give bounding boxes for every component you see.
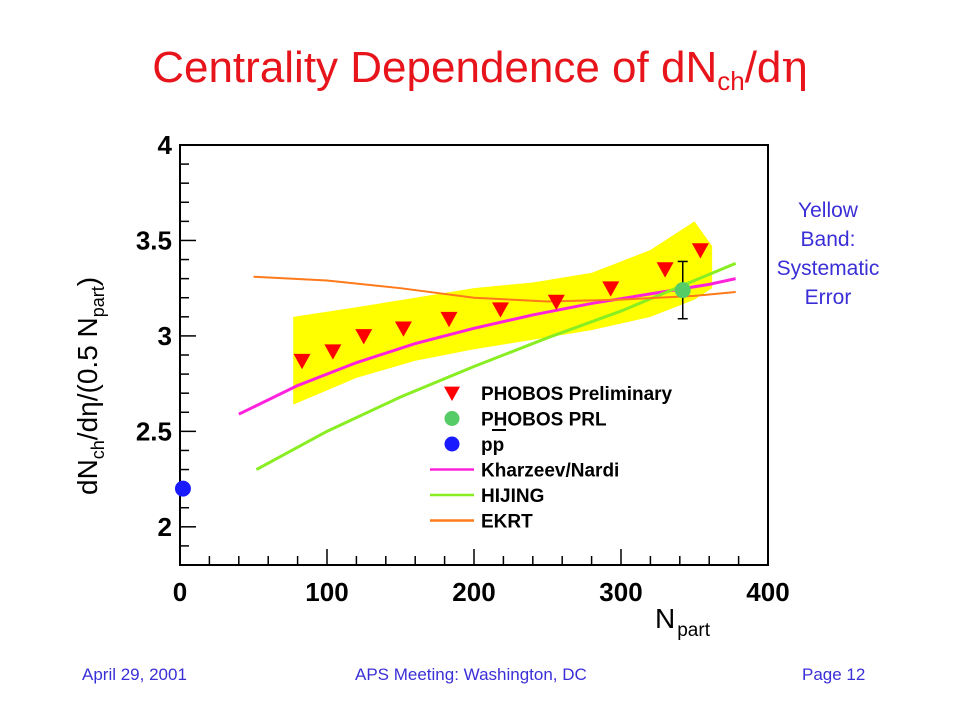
- data-point-phobos-preliminary: [394, 321, 412, 337]
- data-point-phobos-preliminary: [602, 281, 620, 297]
- note-line: Band:: [800, 228, 856, 251]
- legend-label: EKRT: [481, 512, 533, 533]
- footer-meeting: APS Meeting: Washington, DC: [355, 665, 587, 684]
- legend-marker: [444, 386, 460, 401]
- x-tick-label: 100: [305, 577, 348, 607]
- y-tick-label: 2.5: [136, 416, 172, 446]
- legend-label: HIJING: [481, 486, 544, 507]
- data-point-pp: [174, 480, 191, 497]
- data-point-phobos-prl: [674, 282, 691, 299]
- data-point-phobos-preliminary: [547, 294, 565, 311]
- y-tick-label: 4: [158, 130, 173, 160]
- x-tick-label: 0: [173, 577, 187, 607]
- data-point-phobos-preliminary: [656, 262, 674, 278]
- data-point-phobos-preliminary: [324, 344, 342, 360]
- data-point-phobos-preliminary: [355, 329, 373, 345]
- note-line: Systematic: [776, 257, 880, 280]
- systematic-error-note: Yellow Band: Systematic Error: [760, 196, 896, 312]
- note-line: Yellow: [798, 199, 858, 222]
- legend-label: PHOBOS PRL: [481, 410, 607, 431]
- data-point-phobos-preliminary: [440, 311, 458, 328]
- y-tick-label: 3: [158, 321, 172, 351]
- x-tick-label: 400: [746, 577, 789, 607]
- note-line: Error: [804, 286, 852, 309]
- slide-title: Centrality Dependence of dNch/dη: [152, 42, 808, 96]
- legend-marker: [444, 436, 460, 452]
- plot-frame: [179, 144, 769, 566]
- y-axis-label: dNch/dη/(0.5 Npart): [72, 277, 108, 495]
- footer-date: April 29, 2001: [82, 665, 187, 684]
- legend-marker: [444, 411, 460, 426]
- legend-label: PHOBOS Preliminary: [481, 384, 673, 405]
- data-point-phobos-preliminary: [293, 353, 311, 370]
- legend-label: pp: [481, 435, 504, 456]
- data-point-phobos-preliminary: [691, 243, 709, 259]
- legend-label: Kharzeev/Nardi: [481, 461, 619, 482]
- y-tick-label: 2: [158, 512, 172, 542]
- data-point-phobos-preliminary: [491, 302, 509, 318]
- footer-page: Page 12: [802, 665, 866, 684]
- x-tick-label: 200: [452, 577, 495, 607]
- y-tick-label: 3.5: [136, 225, 172, 255]
- x-tick-label: 300: [599, 577, 642, 607]
